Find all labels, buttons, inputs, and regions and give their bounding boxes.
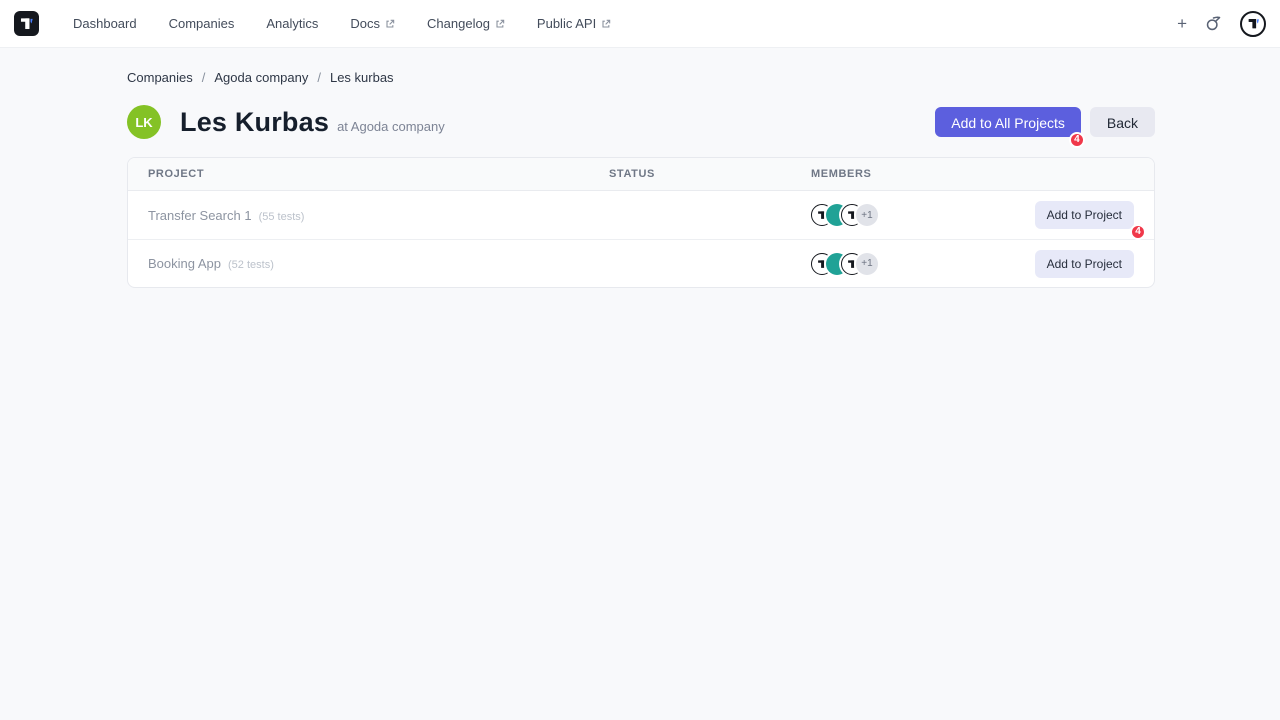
- column-header-status: STATUS: [609, 168, 655, 180]
- members-overflow-count: +1: [856, 204, 878, 226]
- external-link-icon: [495, 19, 505, 29]
- table-row: Booking App (52 tests) +1: [128, 239, 1154, 287]
- breadcrumb-current: Les kurbas: [329, 70, 394, 85]
- user-avatar[interactable]: [1240, 10, 1266, 37]
- nav-item-dashboard[interactable]: Dashboard: [73, 16, 137, 31]
- nav-links: Dashboard Companies Analytics Docs Chang…: [73, 16, 611, 31]
- nav-right: +: [1177, 10, 1266, 37]
- projects-table: PROJECT STATUS MEMBERS Transfer Search 1…: [127, 157, 1155, 288]
- plus-icon[interactable]: +: [1177, 14, 1187, 33]
- nav-item-docs-label: Docs: [350, 16, 381, 31]
- notification-badge: 4: [1068, 132, 1085, 148]
- breadcrumb: Companies / Agoda company / Les kurbas: [127, 70, 1155, 85]
- table-header: PROJECT STATUS MEMBERS: [128, 158, 1154, 191]
- members-overflow-count: +1: [856, 252, 878, 275]
- add-to-project-button[interactable]: Add to Project: [1034, 249, 1134, 278]
- external-link-icon: [601, 19, 611, 29]
- nav-item-public-api-label: Public API: [536, 16, 597, 31]
- add-to-project-button[interactable]: Add to Project 4: [1034, 201, 1146, 240]
- column-header-members: MEMBERS: [811, 168, 872, 180]
- project-tests-count: (52 tests): [228, 259, 274, 271]
- top-navigation: Dashboard Companies Analytics Docs Chang…: [0, 0, 1280, 48]
- add-to-all-projects-label: Add to All Projects: [951, 115, 1065, 131]
- project-tests-count: (55 tests): [258, 210, 305, 223]
- breadcrumb-companies[interactable]: Companies: [127, 70, 193, 85]
- nav-left: Dashboard Companies Analytics Docs Chang…: [14, 11, 611, 36]
- project-name[interactable]: Booking App: [148, 256, 222, 271]
- nav-item-docs[interactable]: Docs: [350, 16, 395, 31]
- add-to-all-projects-button[interactable]: Add to All Projects 4: [935, 107, 1085, 148]
- app-logo[interactable]: [14, 11, 39, 36]
- page-title: Les Kurbas: [180, 106, 330, 137]
- search-icon[interactable]: [1205, 15, 1222, 32]
- breadcrumb-agoda-company[interactable]: Agoda company: [214, 70, 309, 85]
- members-avatar-stack[interactable]: +1: [811, 204, 878, 226]
- nav-item-changelog-label: Changelog: [427, 16, 490, 31]
- project-name[interactable]: Transfer Search 1: [148, 207, 252, 223]
- t-logo-icon: [1248, 19, 1259, 29]
- notification-badge: 4: [1130, 224, 1146, 240]
- add-to-project-label: Add to Project: [1046, 256, 1122, 271]
- table-row: Transfer Search 1 (55 tests) +1: [128, 191, 1154, 240]
- column-header-project: PROJECT: [148, 168, 205, 180]
- back-button[interactable]: Back: [1089, 107, 1155, 137]
- page-header: LK Les Kurbas at Agoda company Add to Al…: [127, 105, 1155, 148]
- breadcrumb-separator: /: [317, 70, 321, 85]
- add-to-project-label: Add to Project: [1046, 208, 1122, 222]
- main-content: Companies / Agoda company / Les kurbas L…: [0, 48, 1280, 288]
- avatar: LK: [127, 105, 161, 139]
- breadcrumb-separator: /: [201, 70, 206, 85]
- members-avatar-stack[interactable]: +1: [811, 252, 878, 275]
- nav-item-analytics[interactable]: Analytics: [266, 16, 319, 31]
- t-logo-icon: [20, 18, 33, 30]
- nav-item-public-api[interactable]: Public API: [537, 16, 611, 31]
- nav-item-changelog[interactable]: Changelog: [427, 16, 505, 31]
- page-subtitle: at Agoda company: [337, 118, 445, 134]
- external-link-icon: [385, 19, 395, 29]
- nav-item-companies[interactable]: Companies: [168, 16, 235, 31]
